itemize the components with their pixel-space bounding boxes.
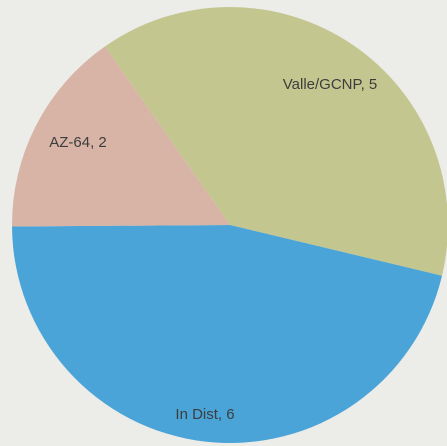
pie-slice [12,46,230,227]
pie-slice [12,225,443,443]
data-label: AZ-64, 2 [49,134,107,151]
data-label: Valle/GCNP, 5 [282,76,378,93]
data-label: In Dist, 6 [175,406,235,423]
pie-slice [104,7,447,276]
